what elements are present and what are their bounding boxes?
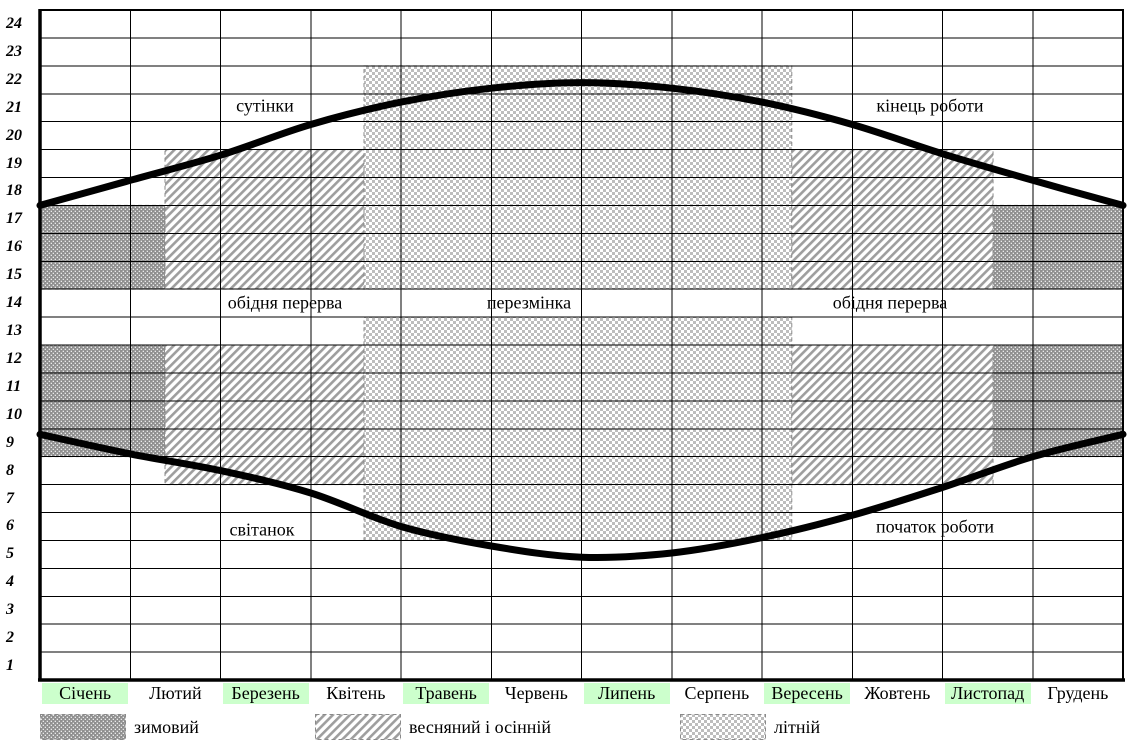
shift-region-spring-autumn: [164, 344, 365, 486]
shift-region-winter: [39, 204, 166, 290]
annotation-1: сутінки: [236, 95, 294, 116]
legend-swatch-spring_autumn: [315, 714, 401, 740]
y-axis-label-10: 10: [6, 405, 22, 423]
y-axis-label-3: 3: [6, 601, 14, 619]
annotation-3: обідня перерва: [227, 292, 343, 313]
month-label-8: Серпень: [684, 683, 750, 703]
month-label-12: Грудень: [1047, 683, 1109, 703]
annotation-2: кінець роботи: [876, 95, 984, 116]
month-label-7: Липень: [583, 683, 670, 704]
shift-region-spring-autumn: [791, 344, 994, 486]
legend-swatch-winter: [40, 714, 126, 740]
y-axis-label-6: 6: [6, 517, 14, 535]
month-label-11: Листопад: [944, 683, 1031, 704]
annotation-5: обідня перерва: [832, 292, 948, 313]
legend-label-winter: зимовий: [134, 717, 199, 737]
y-axis-label-19: 19: [6, 154, 22, 172]
y-axis-label-7: 7: [6, 489, 14, 507]
month-label-6: Червень: [504, 683, 568, 703]
legend-swatch-summer: [680, 714, 766, 740]
month-label-1: Січень: [42, 683, 129, 704]
month-label-5: Травень: [403, 683, 490, 704]
y-axis-label-5: 5: [6, 545, 14, 563]
month-label-4: Квітень: [326, 683, 386, 703]
y-axis-label-16: 16: [6, 238, 22, 256]
y-axis-label-8: 8: [6, 461, 14, 479]
sunset-curve: [36, 79, 1127, 209]
month-label-10: Жовтень: [864, 683, 931, 703]
y-axis-label-15: 15: [6, 266, 22, 284]
y-axis-label-17: 17: [6, 210, 22, 228]
shift-region-winter: [992, 204, 1124, 290]
shift-region-spring-autumn: [164, 149, 365, 290]
y-axis-label-4: 4: [6, 573, 14, 591]
month-label-3: Березень: [222, 683, 309, 704]
y-axis-label-2: 2: [6, 629, 14, 647]
legend-label-spring_autumn: весняний і осінній: [409, 717, 551, 737]
y-axis-label-18: 18: [6, 182, 22, 200]
y-axis-label-9: 9: [6, 433, 14, 451]
y-axis-label-21: 21: [6, 98, 22, 116]
y-axis-label-12: 12: [6, 349, 22, 367]
y-axis-label-14: 14: [6, 294, 22, 312]
sunrise-curve: [36, 430, 1127, 561]
month-label-9: Вересень: [764, 683, 851, 704]
y-axis-label-1: 1: [6, 657, 14, 675]
y-axis-label-20: 20: [6, 126, 22, 144]
y-axis-label-23: 23: [6, 42, 22, 60]
annotation-6: світанок: [229, 519, 295, 540]
y-axis-label-22: 22: [6, 70, 22, 88]
shift-region-spring-autumn: [791, 149, 994, 290]
annotation-4: перезмінка: [486, 292, 572, 313]
month-label-2: Лютий: [149, 683, 202, 703]
y-axis-label-13: 13: [6, 322, 22, 340]
y-axis-label-24: 24: [6, 14, 22, 32]
annotation-7: початок роботи: [875, 516, 995, 537]
y-axis-label-11: 11: [6, 377, 22, 395]
legend-label-summer: літній: [774, 717, 821, 737]
